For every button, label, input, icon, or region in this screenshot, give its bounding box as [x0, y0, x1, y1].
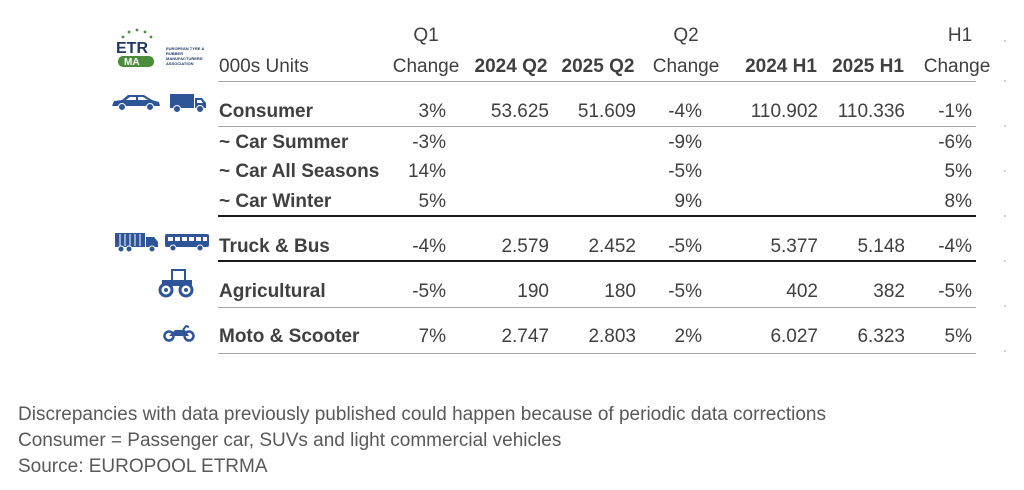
- row-q2-change: -4%: [668, 101, 702, 122]
- row-q2-change: -5%: [668, 236, 702, 257]
- row-2025-q2: 2.803: [588, 326, 636, 347]
- car-icon: [112, 95, 160, 111]
- row-h1-change: -4%: [938, 236, 972, 257]
- row-label: Truck & Bus: [219, 236, 330, 257]
- van-icon: [170, 94, 206, 113]
- row-2024-q2: 2.579: [501, 236, 549, 257]
- row-2025-h1: 6.323: [857, 326, 905, 347]
- row-q2-change: 2%: [674, 326, 702, 347]
- header-2024-h1: 2024 H1: [745, 56, 817, 77]
- header-2024-q2: 2024 Q2: [474, 56, 548, 77]
- header-2025-q2: 2025 Q2: [561, 56, 635, 77]
- edge-dot: [1004, 260, 1006, 262]
- footnote-consumer-definition: Consumer = Passenger car, SUVs and light…: [18, 430, 562, 451]
- row-h1-change: 8%: [944, 191, 972, 212]
- etrma-logo-mark: ETR MA: [116, 28, 154, 68]
- row-2025-h1: 5.148: [857, 236, 905, 257]
- header-q1-change: Change: [392, 56, 460, 77]
- row-q1-change: 5%: [418, 191, 446, 212]
- header-units: 000s Units: [219, 56, 309, 77]
- row-q1-change: 3%: [418, 101, 446, 122]
- edge-dot: [1004, 80, 1006, 82]
- row-2024-h1: 6.027: [770, 326, 818, 347]
- row-label: ~ Car Summer: [219, 132, 349, 153]
- row-2024-q2: 53.625: [490, 101, 549, 122]
- header-q2-group: Q2: [673, 25, 699, 46]
- bus-icon: [165, 234, 209, 252]
- row-2025-q2: 180: [604, 281, 636, 302]
- row-q1-change: -5%: [412, 281, 446, 302]
- row-2025-h1: 382: [873, 281, 905, 302]
- row-q2-change: 9%: [674, 191, 702, 212]
- row-2025-q2: 2.452: [588, 236, 636, 257]
- edge-dot: [1004, 125, 1006, 127]
- row-2025-h1: 110.336: [837, 101, 905, 122]
- row-h1-change: 5%: [944, 326, 972, 347]
- header-q2-change: Change: [652, 56, 720, 77]
- row-rule: [218, 307, 976, 308]
- row-rule: [218, 215, 976, 217]
- edge-dot: [1004, 305, 1006, 307]
- row-label: Moto & Scooter: [219, 326, 360, 347]
- row-rule: [218, 260, 976, 262]
- row-2024-h1: 402: [786, 281, 818, 302]
- row-label: ~ Car Winter: [219, 191, 332, 212]
- row-q1-change: -4%: [412, 236, 446, 257]
- row-h1-change: -6%: [938, 132, 972, 153]
- truck-icon: [115, 233, 158, 253]
- row-label: Agricultural: [219, 281, 326, 302]
- row-q2-change: -5%: [668, 161, 702, 182]
- row-2024-q2: 190: [517, 281, 549, 302]
- row-rule: [218, 353, 976, 354]
- header-q1-group: Q1: [413, 25, 439, 46]
- row-q2-change: -9%: [668, 132, 702, 153]
- row-q1-change: 7%: [418, 326, 446, 347]
- edge-dot: [1004, 215, 1006, 217]
- footnote-source: Source: EUROPOOL ETRMA: [18, 456, 268, 477]
- row-h1-change: -5%: [938, 281, 972, 302]
- row-label: ~ Car All Seasons: [219, 161, 380, 182]
- edge-dot: [1004, 40, 1006, 42]
- header-2025-h1: 2025 H1: [832, 56, 904, 77]
- header-h1-group: H1: [947, 25, 973, 46]
- row-2024-h1: 110.902: [750, 101, 818, 122]
- row-q2-change: -5%: [668, 281, 702, 302]
- footnote-discrepancies: Discrepancies with data previously publi…: [18, 404, 826, 425]
- tractor-icon: [158, 269, 194, 298]
- etrma-logo: ETR MA EUROPEAN TYRE & RUBBER MANUFACTUR…: [112, 26, 208, 76]
- svg-text:ETR: ETR: [116, 40, 148, 57]
- svg-text:MA: MA: [124, 57, 140, 68]
- motorcycle-icon: [163, 324, 195, 342]
- row-h1-change: 5%: [944, 161, 972, 182]
- row-label: Consumer: [219, 101, 313, 122]
- row-rule: [218, 126, 976, 127]
- edge-dot: [1004, 350, 1006, 352]
- row-h1-change: -1%: [938, 101, 972, 122]
- row-2024-q2: 2.747: [501, 326, 549, 347]
- row-q1-change: -3%: [412, 132, 446, 153]
- logo-tagline: EUROPEAN TYRE & RUBBER MANUFACTURERS' AS…: [166, 46, 205, 66]
- row-2025-q2: 51.609: [577, 101, 636, 122]
- row-q1-change: 14%: [407, 161, 446, 182]
- header-h1-change: Change: [923, 56, 991, 77]
- header-rule: [218, 81, 976, 82]
- edge-dot: [1004, 170, 1006, 172]
- row-2024-h1: 5.377: [770, 236, 818, 257]
